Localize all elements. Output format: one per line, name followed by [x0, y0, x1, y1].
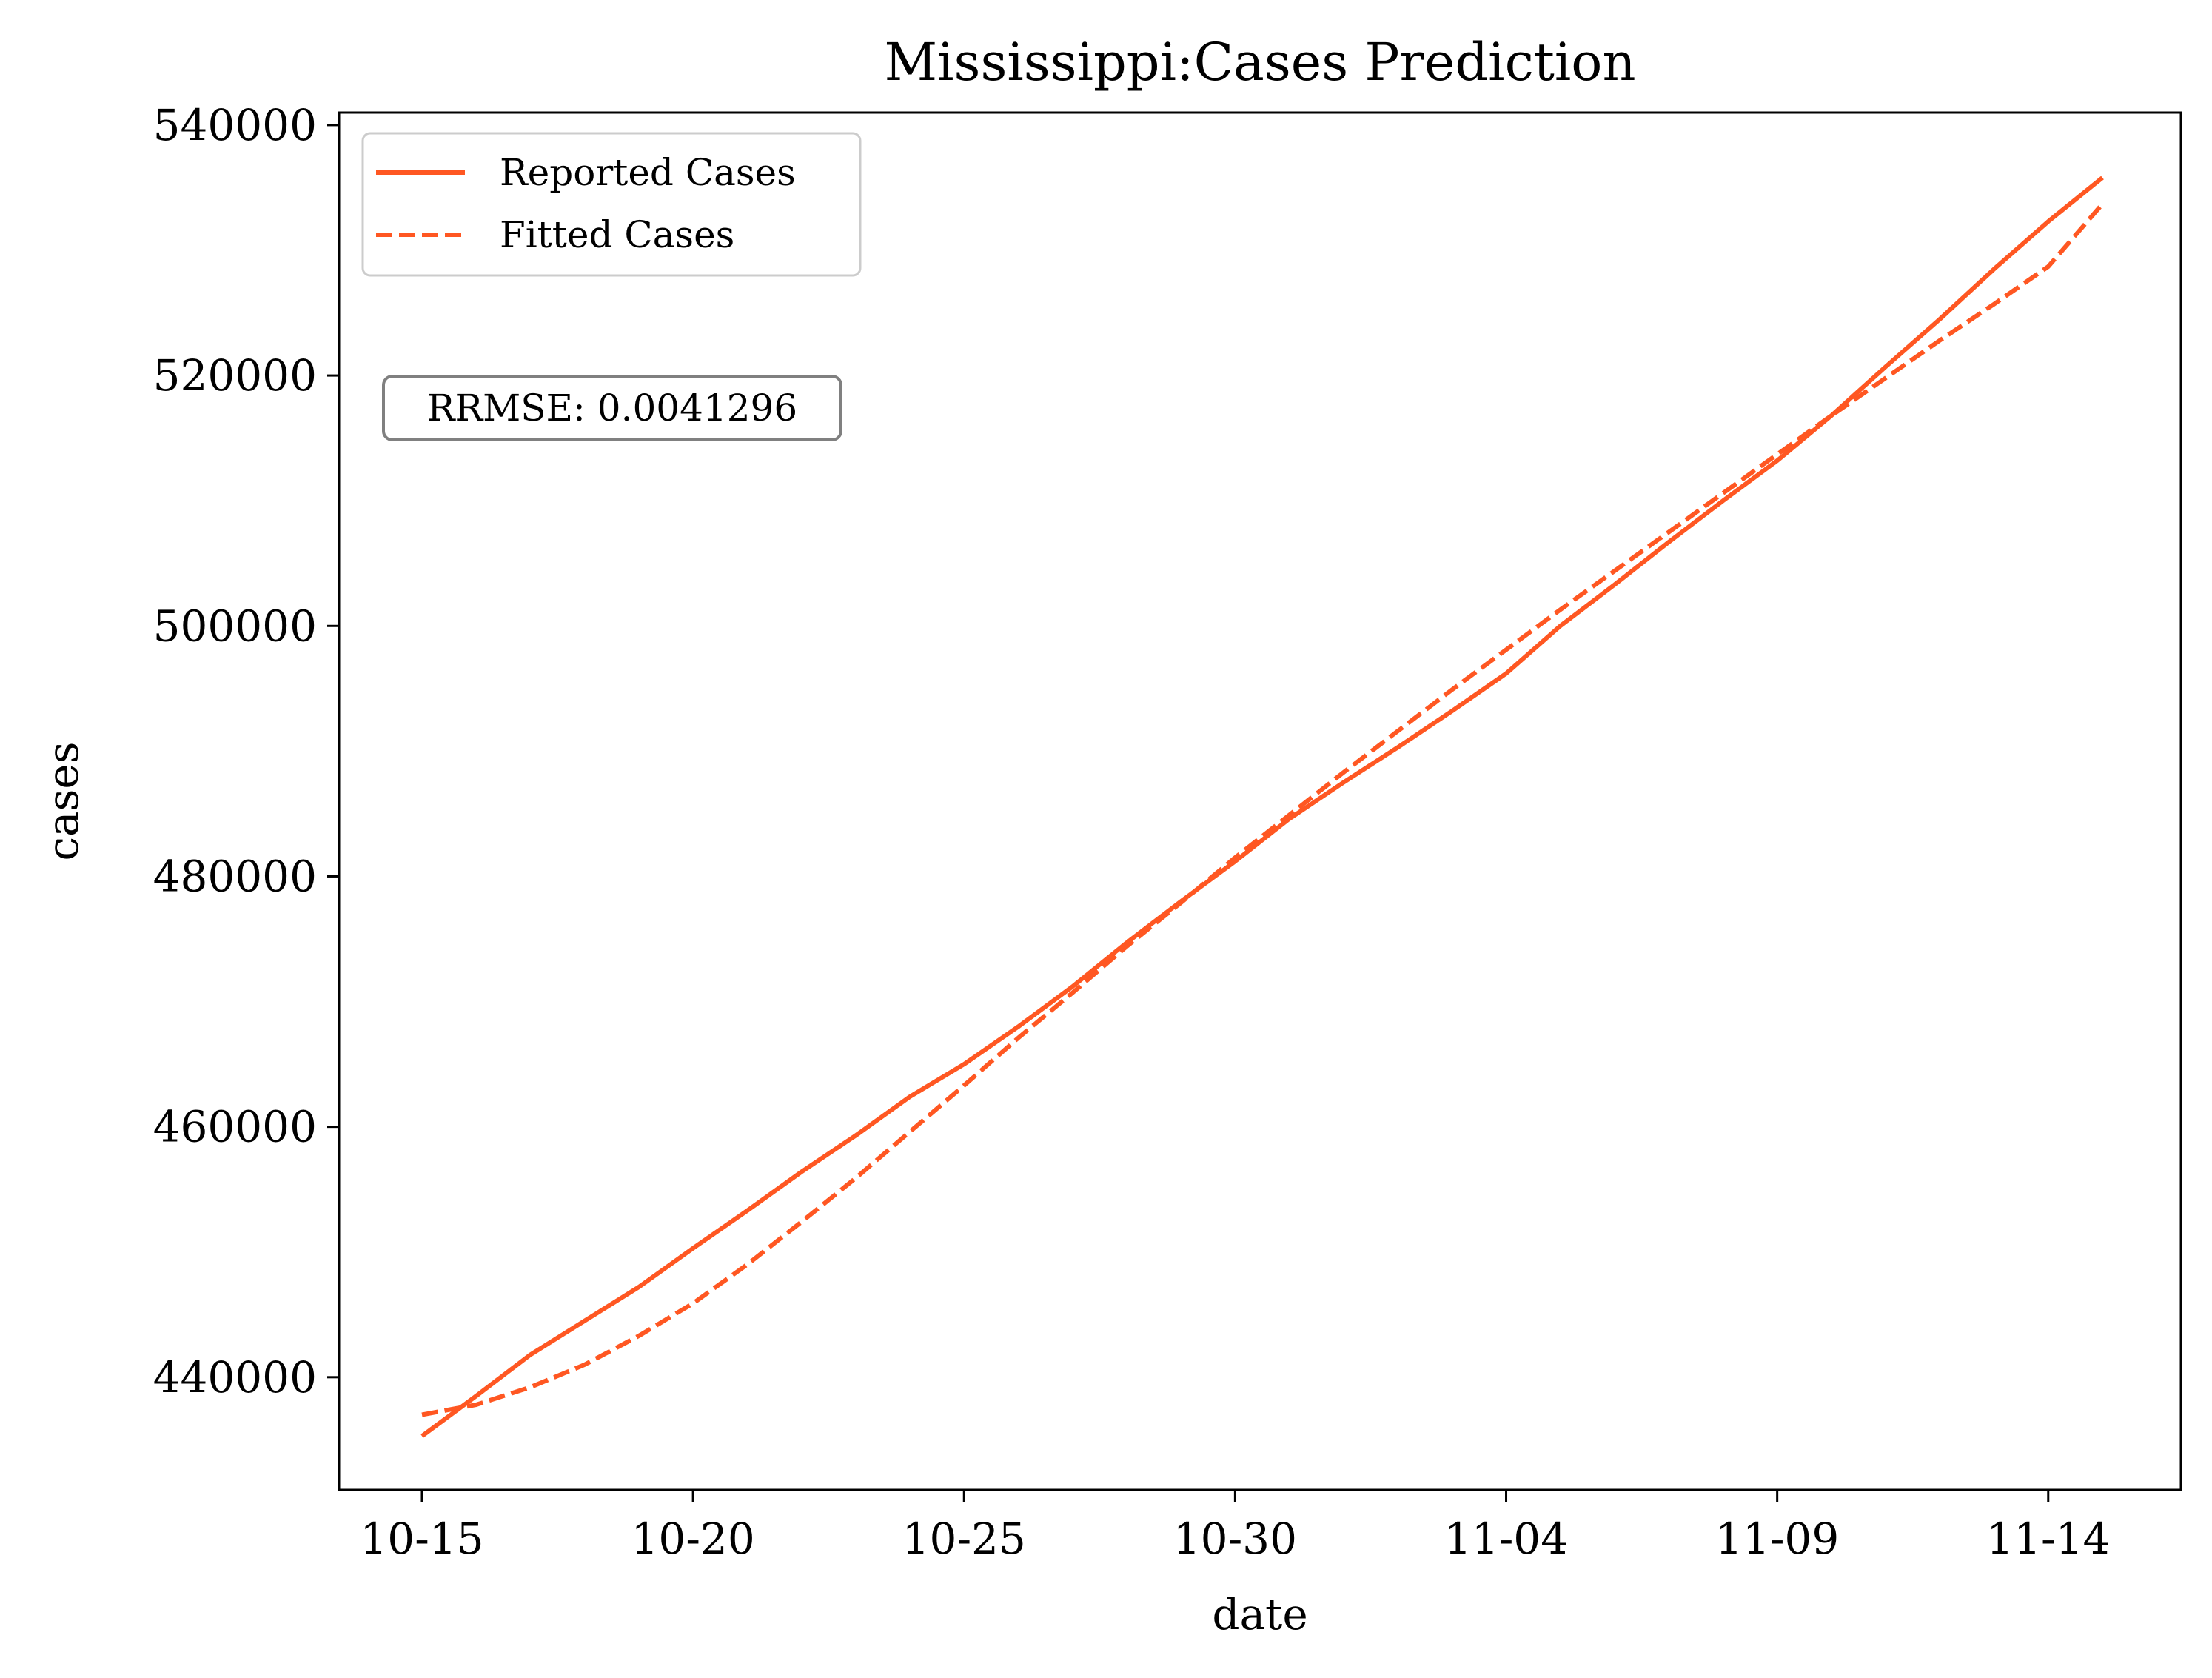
y-tick-label: 500000	[153, 601, 317, 651]
y-tick-label: 440000	[153, 1352, 317, 1403]
y-tick-label: 480000	[153, 851, 317, 901]
x-axis-label: date	[1212, 1589, 1307, 1639]
legend: Reported Cases Fitted Cases	[361, 132, 862, 277]
y-tick-label: 520000	[153, 350, 317, 401]
y-tick-label: 460000	[153, 1102, 317, 1152]
x-tick-label: 11-09	[1715, 1514, 1839, 1564]
rrmse-annotation: RRMSE: 0.0041296	[382, 375, 842, 441]
y-tick-label: 540000	[153, 100, 317, 150]
axis-layer: 10-15 10-20 10-25 10-30 11-04 11-09 11-14 44000…	[153, 100, 2111, 1564]
rrmse-text: RRMSE: 0.0041296	[427, 387, 797, 429]
y-axis-label: cases	[38, 742, 88, 861]
series-layer	[420, 176, 2105, 1438]
x-tick-label: 11-04	[1444, 1514, 1568, 1564]
series-line-reported	[420, 176, 2104, 1438]
series-line-fitted	[421, 202, 2105, 1417]
legend-box	[361, 132, 862, 277]
x-tick-label: 11-14	[1986, 1514, 2110, 1564]
plot-frame	[338, 111, 2182, 1491]
x-tick-label: 10-30	[1173, 1514, 1297, 1564]
x-tick-label: 10-25	[902, 1514, 1026, 1564]
legend-label-fitted: Fitted Cases	[500, 213, 734, 256]
legend-label-reported: Reported Cases	[500, 151, 796, 194]
x-tick-label: 10-20	[631, 1514, 755, 1564]
x-tick-label: 10-15	[360, 1514, 483, 1564]
chart-title: Mississippi:Cases Prediction	[884, 32, 1635, 93]
rrmse-box	[382, 375, 842, 441]
